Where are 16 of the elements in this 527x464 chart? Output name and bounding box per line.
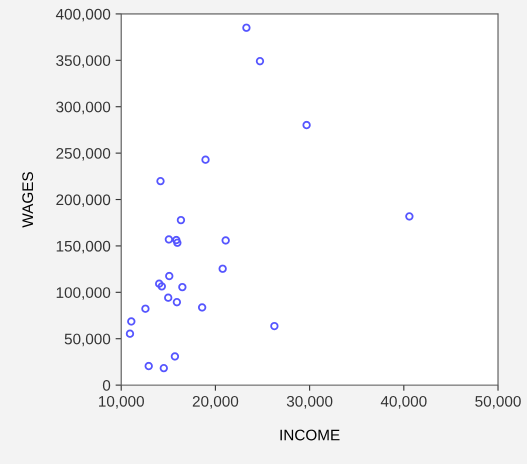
y-tick-label: 100,000 [56,287,110,300]
x-tick-label: 20,000 [192,396,238,409]
y-tick-label: 50,000 [64,334,110,346]
y-axis-title: WAGES [22,172,34,228]
y-tick-label: 200,000 [56,194,110,208]
y-tick-label: 0 [102,380,110,391]
x-tick-label: 40,000 [380,396,427,409]
y-tick-label: 350,000 [56,55,110,68]
y-tick-label: 250,000 [56,148,110,161]
y-tick-label: 150,000 [56,240,110,254]
y-tick-label: 400,000 [56,8,110,22]
y-tick-label: 300,000 [56,102,110,114]
x-tick-label: 50,000 [475,396,521,409]
x-axis-title: INCOME [280,430,340,440]
x-tick-label: 10,000 [99,396,144,409]
x-tick-label: 30,000 [286,396,332,409]
